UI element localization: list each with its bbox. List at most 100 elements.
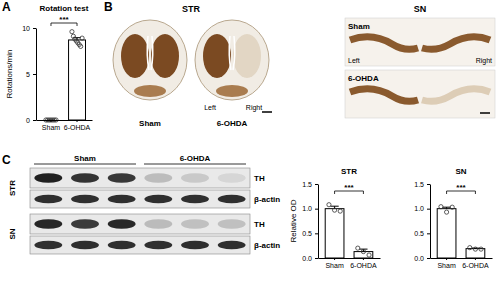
th-band [218, 173, 246, 183]
x-tick-mark [363, 258, 364, 260]
y-tick-label: 5 [26, 71, 30, 78]
scale-bar [480, 112, 490, 114]
y-tick: 0.0 [302, 255, 318, 262]
x-tick-mark [50, 120, 51, 122]
y-axis-line [318, 185, 319, 259]
striatum-left [203, 34, 231, 78]
x-axis: Sham 6-OHDA [319, 258, 381, 269]
section-title: STR [182, 4, 201, 14]
blot-group: Sham [74, 154, 96, 163]
x-tick-mark [446, 258, 447, 260]
x-tick-label: 6-OHDA [64, 124, 91, 131]
chart-title: STR [341, 167, 357, 176]
section-title: SN [414, 4, 427, 14]
data-point [338, 209, 342, 213]
actin-band [218, 241, 246, 250]
th-band [34, 173, 62, 183]
group-label: Sham [348, 22, 370, 31]
section-outline [113, 20, 187, 100]
striatum-right [233, 34, 261, 78]
y-tick: 0.0 [414, 255, 430, 262]
brain-section [195, 20, 269, 100]
y-tick-label: 1.0 [414, 205, 424, 212]
bar-chart: 0.00.51.01.5Sham6-OHDASN*** [414, 167, 492, 269]
x-tick-label: Sham [437, 262, 455, 269]
actin-band [71, 241, 99, 250]
bar-chart: 0.00.51.01.5Sham6-OHDASTRRelative OD*** [289, 167, 381, 269]
th-band [218, 219, 246, 229]
bar [437, 209, 456, 258]
x-tick-label: Sham [42, 124, 60, 131]
actin-band [108, 195, 136, 204]
error-bar [442, 207, 450, 208]
significance: *** [456, 183, 466, 192]
x-tick-label: 6-OHDA [350, 262, 377, 269]
y-axis: 0.0 0.5 1.0 1.5 [302, 181, 318, 262]
data-point [444, 210, 448, 214]
th-band [144, 173, 172, 183]
data-point [79, 44, 83, 48]
y-tick-mark [315, 184, 318, 185]
sn-left [350, 37, 418, 50]
panel-label: C [2, 153, 11, 167]
data-point [70, 30, 74, 34]
region-label: SN [8, 228, 17, 239]
x-axis: Sham 6-OHDA [37, 120, 93, 131]
y-axis-line [430, 185, 431, 259]
bar-chart: 0510Sham6-OHDARotation testRotations/min… [5, 4, 93, 131]
y-tick-mark [315, 233, 318, 234]
sn-image [345, 70, 495, 118]
th-band [108, 219, 136, 229]
data-point [356, 246, 360, 250]
blot-strip [30, 168, 250, 188]
panel-c-blot: Sham6-OHDATHβ-actinTHβ-actinSTRSN [8, 154, 280, 254]
y-tick: 1.5 [302, 181, 318, 188]
actin-band [181, 195, 209, 204]
x-tick: Sham [325, 258, 343, 269]
protein-label: TH [254, 220, 265, 229]
y-tick-mark [315, 209, 318, 210]
bar [354, 252, 373, 258]
group-underline [144, 164, 246, 165]
y-tick-mark [33, 74, 36, 75]
x-tick: 6-OHDA [350, 258, 377, 269]
panel-b: STRSham6-OHDALeftRightSNSham6-OHDALeftRi… [113, 4, 495, 128]
y-axis: 0510 [22, 25, 36, 124]
y-tick-mark [427, 258, 430, 259]
y-tick-label: 1.5 [302, 181, 312, 188]
blot-group: 6-OHDA [180, 154, 211, 163]
y-axis: 0.00.51.01.5 [414, 181, 430, 262]
th-band [71, 219, 99, 229]
y-tick: 0.5 [302, 230, 318, 237]
th-band [34, 219, 62, 229]
x-tick-mark [77, 120, 78, 122]
section-outline [195, 20, 269, 100]
chart-title: SN [455, 167, 466, 176]
significance: *** [344, 183, 354, 192]
ventricle [147, 36, 153, 70]
group-label: 6-OHDA [348, 74, 379, 83]
y-tick-label: 0 [26, 117, 30, 124]
group-label: Sham [139, 119, 161, 128]
data-point [450, 205, 454, 209]
actin-band [71, 195, 99, 204]
striatum-right [151, 34, 179, 78]
brain-section [113, 20, 187, 100]
data-point [327, 203, 331, 207]
data-point [473, 247, 477, 251]
bar [325, 209, 344, 258]
sn-right [422, 89, 490, 102]
panel-label: B [104, 0, 113, 14]
y-tick-label: 0.5 [414, 230, 424, 237]
ventral-region [134, 85, 166, 97]
sn-right [422, 37, 490, 50]
th-band [71, 173, 99, 183]
y-tick: 0.5 [414, 230, 430, 237]
y-tick-label: 1.0 [302, 205, 312, 212]
x-tick: Sham [42, 120, 60, 131]
plot-area [437, 205, 485, 258]
actin-band [144, 241, 172, 250]
plot-area [325, 203, 373, 258]
side-label: Left [348, 57, 360, 64]
protein-label: β-actin [254, 195, 280, 204]
